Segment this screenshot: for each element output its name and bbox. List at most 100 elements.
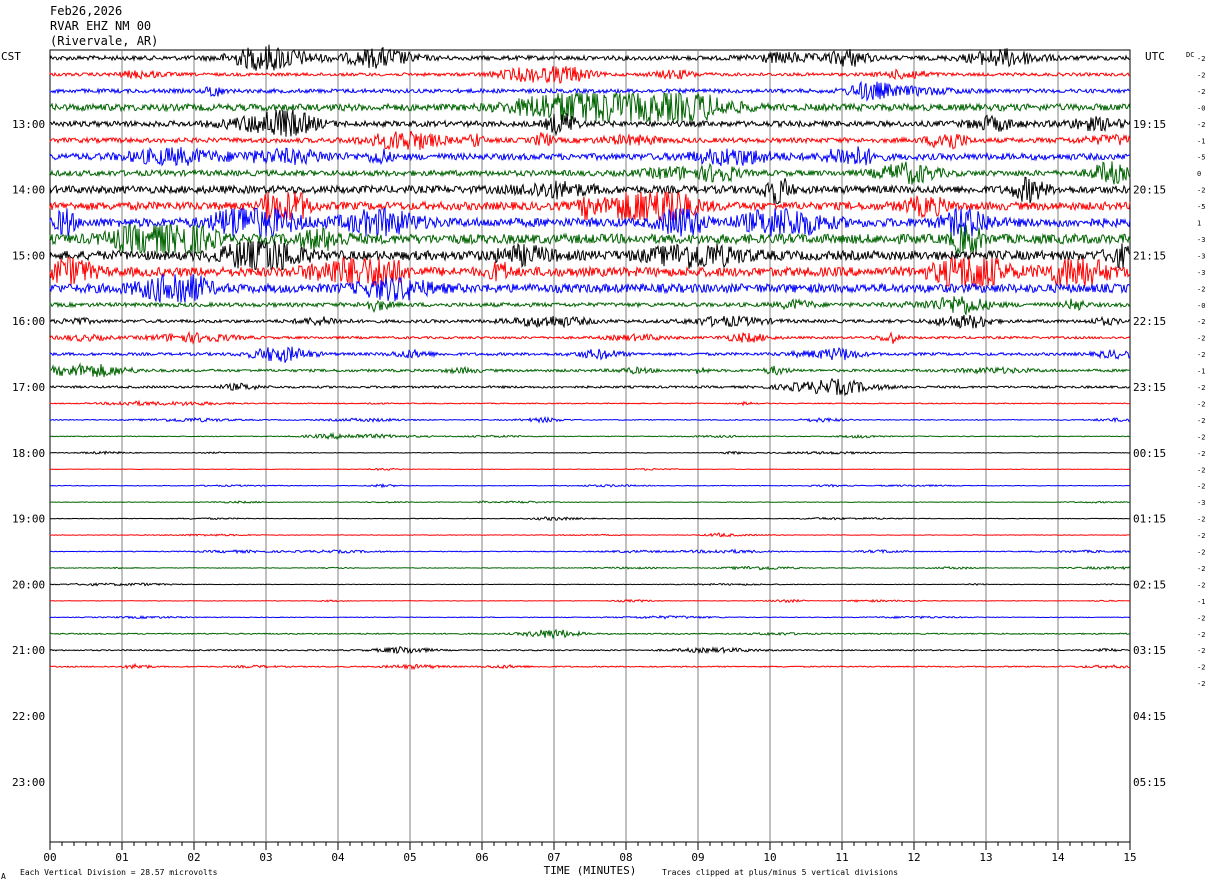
utc-hour-label: 04:15: [1133, 710, 1166, 723]
dc-offset-label: -5: [1197, 154, 1205, 162]
x-tick-label: 03: [259, 851, 272, 864]
x-tick-label: 02: [187, 851, 200, 864]
cst-hour-label: 17:00: [12, 381, 45, 394]
utc-hour-label: 21:15: [1133, 249, 1166, 262]
dc-header: DC: [1186, 51, 1194, 59]
seismic-trace-35: [49, 614, 1131, 620]
utc-hour-label: 22:15: [1133, 315, 1166, 328]
x-tick-label: 15: [1123, 851, 1136, 864]
dc-offset-label: -3: [1197, 252, 1205, 260]
dc-offset-label: -3: [1197, 499, 1205, 507]
right-axis-title: UTC: [1145, 50, 1165, 63]
dc-offset-label: -2: [1197, 532, 1205, 540]
dc-offset-label: -2: [1197, 647, 1205, 655]
seismic-trace-12: [49, 224, 1131, 255]
dc-offset-label: -2: [1197, 614, 1205, 622]
dc-offset-label: -2: [1197, 400, 1205, 408]
seismic-trace-2: [49, 66, 1131, 84]
dc-offset-label: -2: [1197, 680, 1205, 688]
seismic-trace-13: [49, 241, 1131, 270]
dc-offset-label: -2: [1197, 631, 1205, 639]
x-tick-label: 12: [907, 851, 920, 864]
x-axis-title: TIME (MINUTES): [544, 864, 637, 877]
dc-offset-label: -2: [1197, 581, 1205, 589]
cst-hour-label: 13:00: [12, 118, 45, 131]
cst-hour-label: 21:00: [12, 644, 45, 657]
cst-hour-label: 19:00: [12, 513, 45, 526]
seismic-trace-7: [49, 146, 1131, 167]
station-code: RVAR EHZ NM 00: [50, 19, 152, 33]
seismic-trace-25: [49, 450, 1131, 456]
x-tick-label: 09: [691, 851, 704, 864]
seismic-traces: [49, 44, 1131, 671]
dc-offset-label: -2: [1197, 88, 1205, 96]
seismic-trace-19: [49, 346, 1131, 363]
seismic-trace-3: [49, 80, 1131, 102]
vertical-gridlines: [121, 50, 1059, 842]
seismic-trace-4: [49, 91, 1131, 123]
dc-offset-label: 1: [1197, 220, 1201, 228]
corner-mark: A: [1, 872, 6, 881]
seismic-trace-37: [49, 645, 1131, 655]
seismic-trace-26: [49, 467, 1131, 471]
station-location: (Rivervale, AR): [50, 34, 159, 48]
dc-offset-label: 0: [1197, 170, 1201, 178]
plot-frame: [49, 49, 1131, 843]
seismic-trace-36: [49, 628, 1131, 640]
cst-hour-label: 18:00: [12, 447, 45, 460]
seismic-trace-31: [49, 548, 1131, 555]
seismic-trace-24: [49, 431, 1130, 441]
x-tick-label: 11: [835, 851, 848, 864]
seismic-trace-6: [49, 130, 1131, 151]
dc-offset-label: -2: [1197, 351, 1205, 359]
seismic-trace-17: [49, 314, 1131, 329]
seismic-trace-32: [49, 565, 1131, 571]
dc-offset-label: -1: [1197, 598, 1205, 606]
dc-offset-label: -2: [1197, 565, 1205, 573]
dc-offset-label: -2: [1197, 187, 1205, 195]
dc-offset-label: -2: [1197, 384, 1205, 392]
x-tick-label: 04: [331, 851, 345, 864]
seismic-trace-29: [49, 516, 1130, 522]
x-tick-label: 07: [547, 851, 560, 864]
dc-offset-label: -3: [1197, 269, 1205, 277]
dc-offset-label: -2: [1197, 483, 1205, 491]
seismic-trace-1: [49, 44, 1131, 71]
dc-offset-label: -2: [1197, 318, 1205, 326]
utc-hour-label: 23:15: [1133, 381, 1166, 394]
dc-offset-label: -2: [1197, 285, 1205, 293]
utc-hour-label: 00:15: [1133, 447, 1166, 460]
x-tick-label: 13: [979, 851, 992, 864]
x-tick-label: 06: [475, 851, 488, 864]
seismic-trace-10: [49, 190, 1131, 221]
seismic-trace-20: [49, 362, 1131, 378]
seismic-trace-5: [49, 109, 1131, 137]
dc-offset-label: -2: [1197, 516, 1205, 524]
seismic-trace-21: [49, 377, 1131, 397]
seismic-trace-16: [49, 296, 1131, 315]
x-axis-ticks: [49, 842, 1131, 850]
dc-offset-label: -2: [1197, 466, 1205, 474]
utc-hour-label: 01:15: [1133, 513, 1166, 526]
x-tick-label: 01: [115, 851, 128, 864]
dc-offset-label: -2: [1197, 450, 1205, 458]
x-tick-label: 00: [43, 851, 56, 864]
dc-offset-label: -2: [1197, 121, 1205, 129]
dc-offset-label: -0: [1197, 104, 1205, 112]
seismic-trace-8: [49, 161, 1131, 185]
cst-hour-label: 15:00: [12, 249, 45, 262]
seismic-trace-15: [49, 274, 1131, 303]
utc-hour-label: 03:15: [1133, 644, 1166, 657]
dc-offset-label: -2: [1197, 335, 1205, 343]
x-tick-label: 05: [403, 851, 416, 864]
seismic-trace-9: [49, 176, 1131, 205]
seismic-trace-11: [49, 206, 1131, 237]
dc-offset-label: -0: [1197, 302, 1205, 310]
utc-hour-label: 02:15: [1133, 578, 1166, 591]
cst-hour-label: 14:00: [12, 184, 45, 197]
clipping-note: Traces clipped at plus/minus 5 vertical …: [662, 868, 899, 877]
dc-offset-label: -2: [1197, 664, 1205, 672]
dc-offset-label: -2: [1197, 433, 1205, 441]
dc-offset-label: -2: [1197, 55, 1205, 63]
